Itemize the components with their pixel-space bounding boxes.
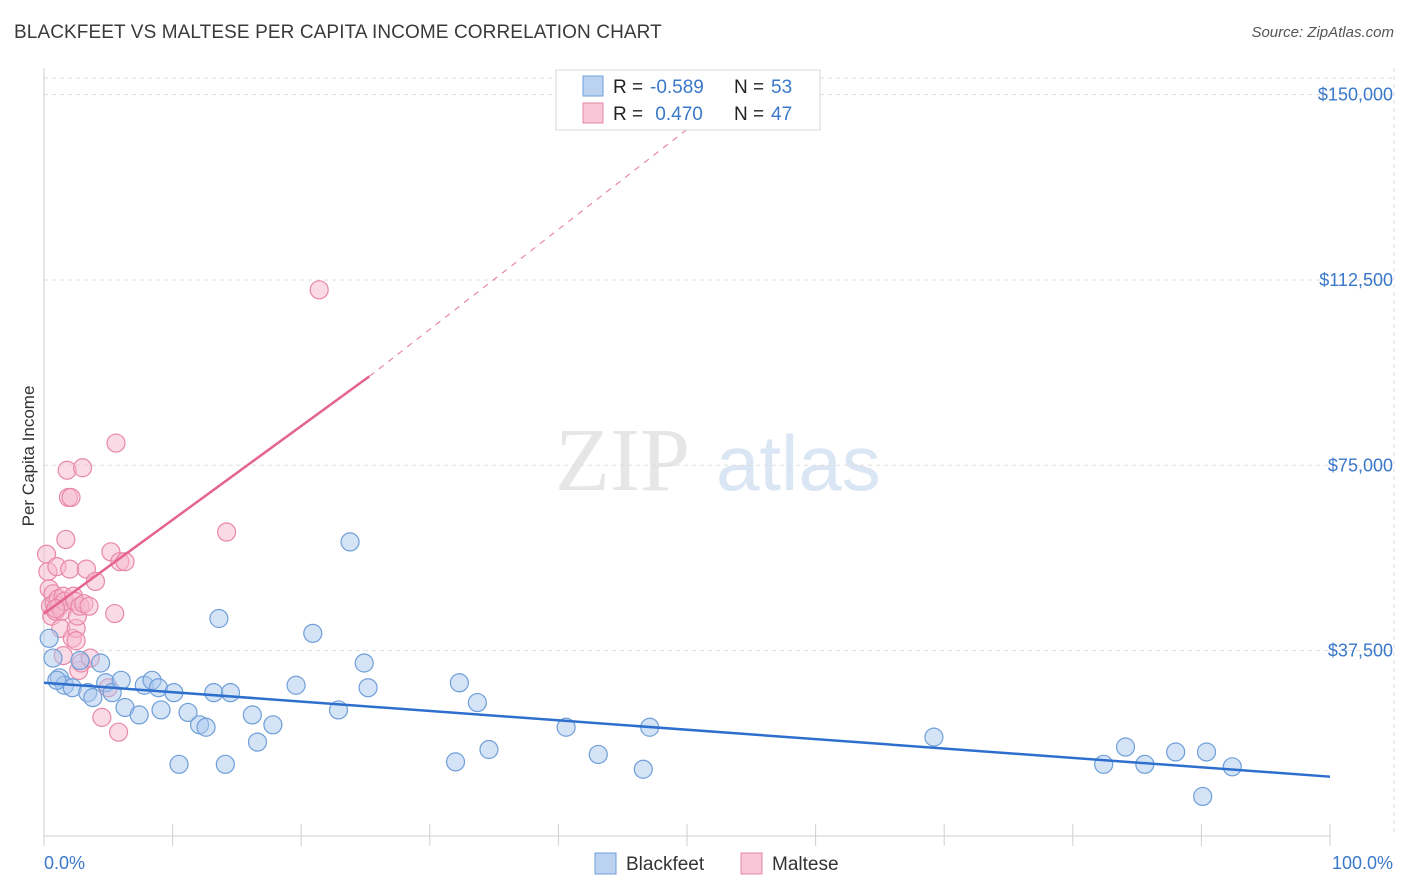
blackfeet-point-39	[479, 739, 499, 760]
blackfeet-point-42	[633, 759, 653, 779]
legend-r-label-0: R =	[613, 77, 643, 98]
legend-n-label-1: N =	[734, 104, 764, 125]
y-tick-labels: $37,500 $75,000 $112,500 $150,000	[1318, 85, 1393, 661]
maltese-point-15	[56, 529, 76, 550]
blackfeet-point-52	[47, 670, 67, 690]
blackfeet-point-25	[215, 754, 235, 774]
blackfeet-trend-line	[43, 681, 1331, 778]
blackfeet-point-22	[196, 717, 216, 737]
maltese-point-45	[66, 631, 86, 651]
bottom-legend-swatch-blackfeet	[594, 852, 617, 875]
y-tick-label-3: $150,000	[1318, 85, 1393, 105]
blackfeet-point-23	[204, 683, 224, 703]
legend-swatch-maltese	[582, 102, 604, 124]
x-tick-label-0: 0.0%	[44, 853, 85, 873]
blackfeet-point-36	[445, 752, 466, 772]
blackfeet-point-11	[111, 670, 131, 690]
legend-n-label-0: N =	[734, 77, 764, 98]
blackfeet-point-26	[220, 683, 241, 703]
x-tick-labels: 0.0% 100.0%	[44, 853, 1393, 873]
blackfeet-point-48	[1166, 742, 1186, 762]
blackfeet-point-0	[39, 628, 59, 648]
chart-source: Source: ZipAtlas.com	[1251, 24, 1394, 41]
blackfeet-point-17	[151, 700, 171, 720]
bottom-legend-maltese: Maltese	[772, 854, 839, 875]
maltese-point-18	[60, 559, 80, 579]
blackfeet-point-20	[178, 702, 198, 723]
maltese-point-46	[45, 599, 66, 619]
blackfeet-point-50	[1196, 742, 1217, 762]
maltese-point-42	[309, 280, 329, 300]
blackfeet-point-37	[449, 673, 469, 693]
blackfeet-point-7	[83, 688, 103, 708]
blackfeet-point-27	[242, 705, 262, 725]
blackfeet-point-40	[556, 717, 576, 737]
legend-n-value-1: 47	[771, 104, 792, 125]
blackfeet-point-46	[1115, 737, 1136, 757]
axes	[43, 68, 1331, 846]
x-tick-label-1: 100.0%	[1332, 853, 1393, 873]
blackfeet-point-5	[70, 650, 90, 671]
maltese-point-33	[92, 707, 112, 727]
blackfeet-point-44	[924, 727, 944, 747]
blackfeet-point-38	[467, 692, 487, 713]
blackfeet-points	[39, 532, 1242, 807]
y-tick-label-0: $37,500	[1328, 641, 1393, 661]
blackfeet-point-33	[340, 532, 360, 552]
blackfeet-point-34	[354, 653, 374, 673]
legend-r-label-1: R =	[613, 104, 643, 125]
legend-r-value-1: 0.470	[650, 104, 703, 125]
maltese-point-28	[72, 458, 93, 478]
blackfeet-point-35	[358, 678, 378, 698]
watermark-zip: ZIP	[555, 411, 690, 510]
blackfeet-point-41	[588, 744, 608, 765]
maltese-trend-extension	[368, 108, 714, 377]
legend-r-value-0: -0.589	[650, 77, 704, 98]
blackfeet-point-51	[1222, 757, 1242, 777]
maltese-point-37	[106, 433, 126, 453]
blackfeet-point-13	[129, 705, 149, 725]
y-tick-label-2: $112,500	[1319, 270, 1393, 290]
watermark: ZIP atlas	[555, 411, 881, 510]
chart-title: BLACKFEET VS MALTESE PER CAPITA INCOME C…	[14, 22, 662, 43]
blackfeet-point-29	[263, 715, 283, 735]
trend-lines	[43, 108, 1331, 778]
blackfeet-point-45	[1094, 754, 1114, 774]
maltese-point-41	[217, 522, 237, 542]
maltese-trend-line	[43, 375, 371, 615]
blackfeet-point-28	[247, 732, 268, 752]
bottom-legend-swatch-maltese	[740, 852, 763, 875]
maltese-point-38	[108, 722, 129, 742]
bottom-legend-blackfeet: Blackfeet	[626, 854, 705, 875]
watermark-atlas: atlas	[716, 419, 881, 507]
maltese-point-36	[105, 603, 125, 624]
blackfeet-point-8	[90, 653, 111, 673]
y-axis-title: Per Capita Income	[19, 386, 38, 527]
y-tick-label-1: $75,000	[1328, 455, 1393, 475]
blackfeet-point-31	[303, 623, 323, 643]
blackfeet-point-49	[1193, 786, 1213, 807]
blackfeet-point-24	[209, 608, 229, 629]
series-legend: Blackfeet Maltese	[594, 852, 839, 875]
legend-swatch-blackfeet	[582, 75, 604, 97]
correlation-legend: R = -0.589 N = 53 R = 0.470 N = 47	[555, 69, 821, 131]
maltese-point-44	[79, 596, 99, 616]
blackfeet-point-1	[43, 648, 63, 668]
blackfeet-point-19	[169, 754, 189, 774]
legend-n-value-0: 53	[771, 77, 792, 98]
maltese-point-19	[61, 487, 81, 508]
blackfeet-point-30	[286, 675, 306, 695]
